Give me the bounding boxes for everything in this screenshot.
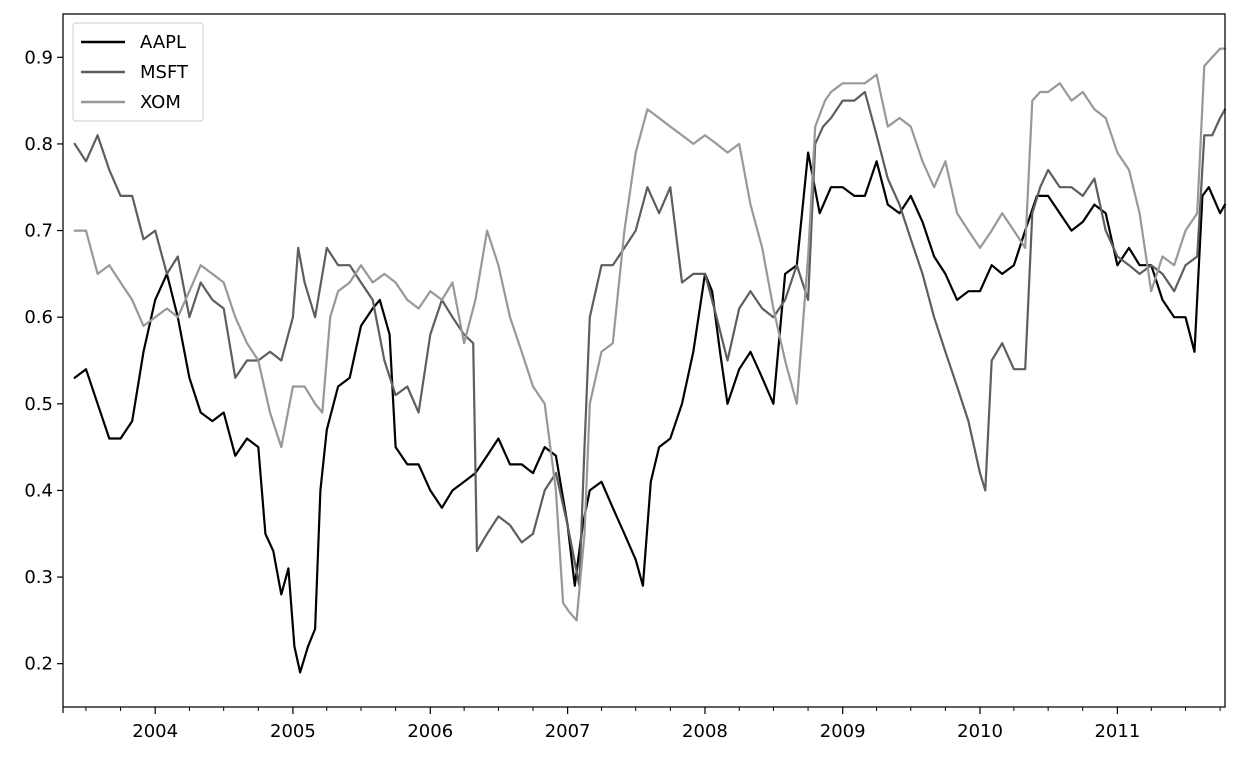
y-tick-label: 0.8 [24, 134, 53, 155]
x-tick-label: 2007 [545, 721, 591, 742]
x-axis: 2004 2005 2006 2007 2008 2009 2010 2011 [62, 707, 1221, 742]
y-tick-label: 0.7 [24, 221, 53, 242]
x-tick-label: 2010 [957, 721, 1003, 742]
y-axis: 0.2 0.3 0.4 0.5 0.6 0.7 0.8 0.9 [24, 47, 63, 675]
x-tick-label: 2004 [132, 721, 178, 742]
y-tick-label: 0.5 [24, 394, 53, 415]
y-tick-label: 0.4 [24, 480, 53, 501]
legend-label-xom: XOM [140, 92, 181, 113]
x-tick-label: 2006 [407, 721, 453, 742]
series-line-xom [73, 47, 1227, 622]
x-tick-label: 2011 [1094, 721, 1140, 742]
x-tick-label: 2005 [270, 721, 316, 742]
plot-frame [62, 13, 1226, 708]
legend-label-msft: MSFT [140, 62, 189, 83]
x-tick-label: 2009 [820, 721, 866, 742]
y-tick-label: 0.9 [24, 47, 53, 68]
series-line-msft [73, 90, 1227, 587]
legend-box [72, 22, 204, 122]
y-tick-label: 0.3 [24, 567, 53, 588]
y-tick-label: 0.6 [24, 307, 53, 328]
y-tick-label: 0.2 [24, 654, 53, 675]
legend-label-aapl: AAPL [140, 32, 186, 53]
legend: AAPL MSFT XOM [72, 22, 204, 122]
x-tick-label: 2008 [682, 721, 728, 742]
series-layer [73, 47, 1227, 674]
